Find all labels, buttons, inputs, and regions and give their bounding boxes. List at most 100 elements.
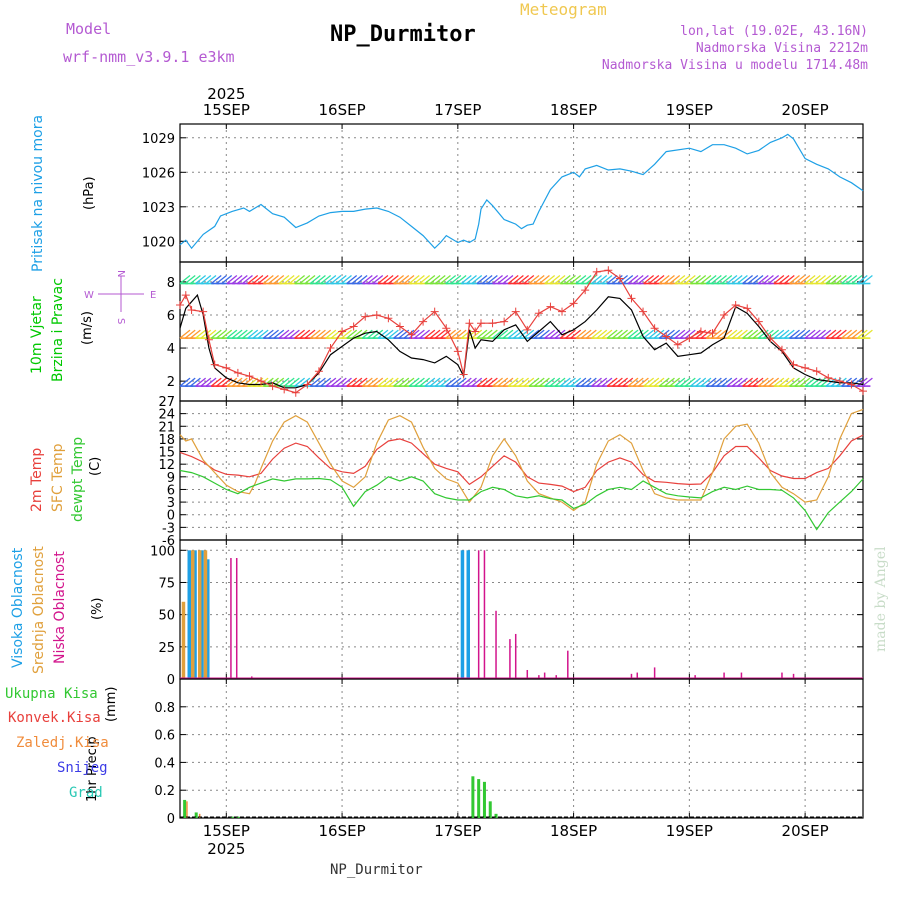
wind-barb	[341, 329, 352, 339]
wind-barb	[846, 329, 858, 339]
wind-barb	[195, 329, 207, 339]
bar-niska	[483, 550, 486, 679]
wind-barb	[414, 377, 425, 387]
gust-marker	[766, 334, 775, 343]
wind-barb	[658, 275, 670, 285]
wind-barb	[346, 275, 358, 285]
gust-marker	[685, 334, 694, 343]
gust-marker	[326, 344, 335, 353]
wind-barb	[763, 275, 774, 285]
bar-ukupna-kisa	[183, 799, 187, 818]
wind-barb	[195, 377, 207, 387]
wind-barb	[763, 377, 774, 387]
gust-marker	[257, 377, 266, 386]
wind-barb	[398, 377, 410, 387]
bar-visoka	[460, 550, 465, 679]
wind-barb	[778, 377, 790, 387]
wind-barb	[205, 377, 217, 387]
y-tick-label: 0.4	[154, 756, 175, 771]
wind-barb	[731, 275, 743, 285]
bar-srednja	[190, 550, 195, 679]
panel-frame	[179, 400, 864, 541]
wind-barb	[653, 377, 665, 387]
gust-marker	[708, 329, 717, 338]
wind-barb	[372, 377, 384, 387]
wind-barb	[591, 275, 602, 285]
bar-visoka	[200, 550, 204, 679]
wind-barb	[862, 329, 873, 339]
panel-frame	[179, 678, 864, 819]
wind-barb	[820, 275, 832, 285]
wind-barb	[658, 377, 670, 387]
wind-barb	[695, 377, 707, 387]
wind-barb	[315, 275, 326, 285]
year-label-top: 2025	[207, 85, 245, 103]
wind-barb	[799, 377, 811, 387]
gust-marker	[824, 373, 833, 382]
wind-barb	[679, 275, 691, 285]
wind-barb	[726, 275, 738, 285]
wind-barb	[236, 377, 248, 387]
wind-barb	[606, 275, 618, 285]
gust-marker	[662, 332, 671, 341]
bar-niska	[543, 672, 546, 679]
wind-barb	[460, 377, 472, 387]
x-tick-label-top: 19SEP	[666, 101, 713, 119]
y-tick-label: -3	[162, 521, 175, 536]
wind-barb	[742, 377, 754, 387]
wind-barb	[450, 329, 462, 339]
model-name: wrf-nmm_v3.9.1 e3km	[63, 48, 235, 66]
wind-barb	[617, 377, 628, 387]
x-tick-label-top: 16SEP	[318, 101, 365, 119]
wind-barb	[367, 377, 378, 387]
wind-barb	[497, 275, 509, 285]
gust-marker	[731, 301, 740, 310]
series-dewpt-temp	[179, 469, 864, 531]
wind-barb	[283, 329, 295, 339]
wind-barb	[471, 275, 483, 285]
bar-visoka	[187, 550, 192, 679]
wind-barb	[502, 275, 514, 285]
wind-barb	[549, 275, 561, 285]
gust-marker	[314, 367, 323, 376]
wind-barb	[455, 275, 467, 285]
wind-barb	[216, 377, 227, 387]
wind-barb	[731, 329, 743, 339]
wind-barb	[262, 329, 274, 339]
gust-marker	[442, 324, 451, 333]
wind-barb	[278, 377, 290, 387]
gust-marker	[500, 317, 509, 326]
gust-marker	[558, 307, 567, 316]
wind-barb	[710, 329, 722, 339]
x-tick-label-top: 17SEP	[434, 101, 481, 119]
wind-barb	[815, 275, 826, 285]
wind-barb	[627, 329, 639, 339]
gust-marker	[720, 310, 729, 319]
gust-marker	[268, 382, 277, 391]
compass-e: E	[150, 290, 156, 301]
gust-marker	[523, 325, 532, 334]
coords-label: lon,lat (19.02E, 43.16N)	[680, 24, 868, 39]
y-tick-label: 1029	[142, 132, 175, 147]
gust-marker	[534, 309, 543, 318]
series-brzina-(hodograf)	[179, 293, 864, 389]
wind-barb	[674, 377, 686, 387]
y-tick-label: 6	[167, 483, 175, 498]
wind-barb	[315, 329, 326, 339]
wind-barb	[221, 275, 233, 285]
wind-barb	[325, 377, 337, 387]
wind-barb	[424, 275, 436, 285]
wind-barb	[716, 329, 727, 339]
wind-barb	[200, 329, 212, 339]
wind-barb	[372, 329, 384, 339]
wind-barb	[419, 329, 431, 339]
wind-barb	[466, 275, 477, 285]
wind-barb	[648, 329, 660, 339]
wind-barb	[862, 275, 873, 285]
gust-marker	[291, 388, 300, 397]
wind-barb	[288, 329, 300, 339]
wind-barb	[273, 329, 285, 339]
gust-marker	[430, 307, 439, 316]
wind-barb	[856, 329, 868, 339]
wind-barb	[783, 377, 795, 387]
